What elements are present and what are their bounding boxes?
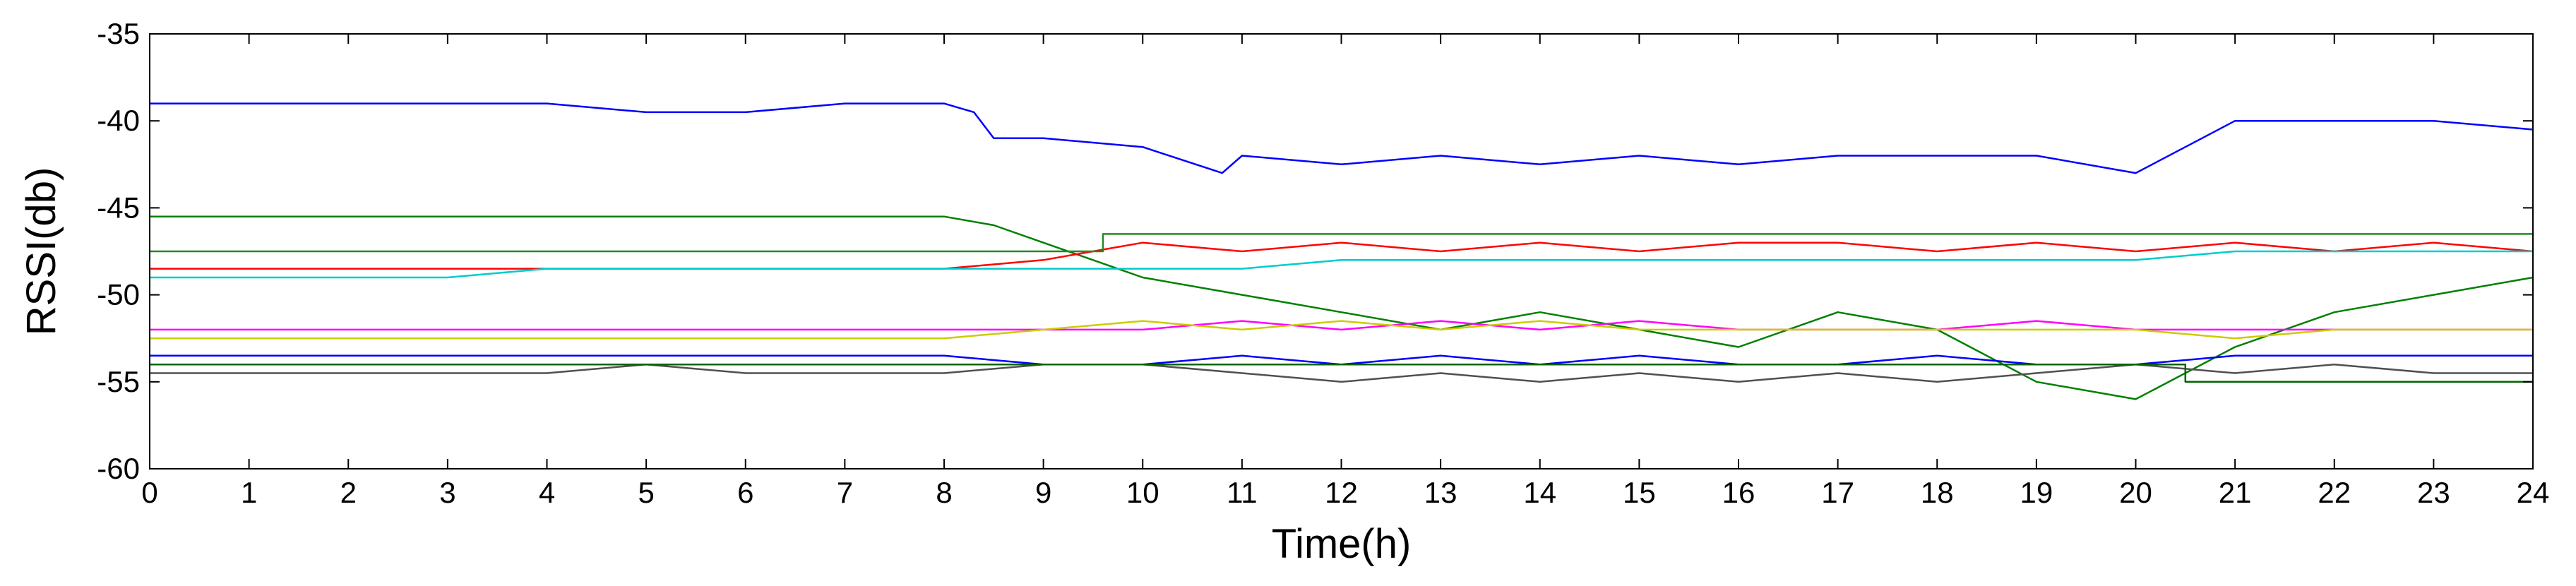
x-tick-label: 4 <box>539 476 555 509</box>
x-axis-title: Time(h) <box>1272 521 1412 567</box>
x-tick-label: 17 <box>1821 476 1854 509</box>
series-line-2 <box>150 215 2534 400</box>
x-tick-label: 13 <box>1424 476 1457 509</box>
x-tick-label: 9 <box>1035 476 1051 509</box>
x-tick-label: 23 <box>2417 476 2450 509</box>
series-line-6 <box>150 320 2533 340</box>
y-tick-label: -60 <box>97 452 140 485</box>
series-line-9 <box>150 363 2533 383</box>
x-tick-label: 16 <box>1722 476 1755 509</box>
x-tick-label: 14 <box>1523 476 1556 509</box>
x-tick-label: 15 <box>1623 476 1656 509</box>
axes-layer: 0 1 2 3 4 5 6 7 8 9 10 11 12 13 14 15 16 17 18 19 20 21 22 23 24… <box>97 17 2549 509</box>
series-line-10 <box>150 233 2533 253</box>
x-tick-label: 11 <box>1227 476 1258 509</box>
x-tick-label: 6 <box>737 476 753 509</box>
series-line-1 <box>150 102 2534 174</box>
y-axis-title: RSSI(db) <box>18 167 64 336</box>
x-tick-label: 3 <box>439 476 455 509</box>
y-tick-label: -35 <box>97 17 140 50</box>
x-tick-label: 0 <box>141 476 157 509</box>
x-tick-label: 1 <box>241 476 257 509</box>
series-line-5 <box>150 320 2533 331</box>
y-tick-label: -40 <box>97 104 140 137</box>
series-line-7 <box>150 354 2533 366</box>
x-tick-label: 10 <box>1126 476 1159 509</box>
x-tick-label: 24 <box>2517 476 2550 509</box>
y-tick-label: -55 <box>97 365 140 398</box>
x-tick-label: 18 <box>1921 476 1954 509</box>
x-tick-label: 19 <box>2020 476 2053 509</box>
x-tick-label: 8 <box>936 476 952 509</box>
series-layer <box>150 102 2534 400</box>
x-tick-label: 5 <box>638 476 654 509</box>
x-tick-label: 21 <box>2219 476 2252 509</box>
x-tick-label: 22 <box>2318 476 2351 509</box>
y-tick-label: -50 <box>97 278 140 311</box>
x-tick-label: 7 <box>837 476 853 509</box>
y-tick-label: -45 <box>97 191 140 224</box>
series-line-4 <box>150 250 2533 279</box>
x-tick-label: 2 <box>340 476 357 509</box>
x-tick-label: 12 <box>1325 476 1358 509</box>
x-tick-label: 20 <box>2119 476 2152 509</box>
